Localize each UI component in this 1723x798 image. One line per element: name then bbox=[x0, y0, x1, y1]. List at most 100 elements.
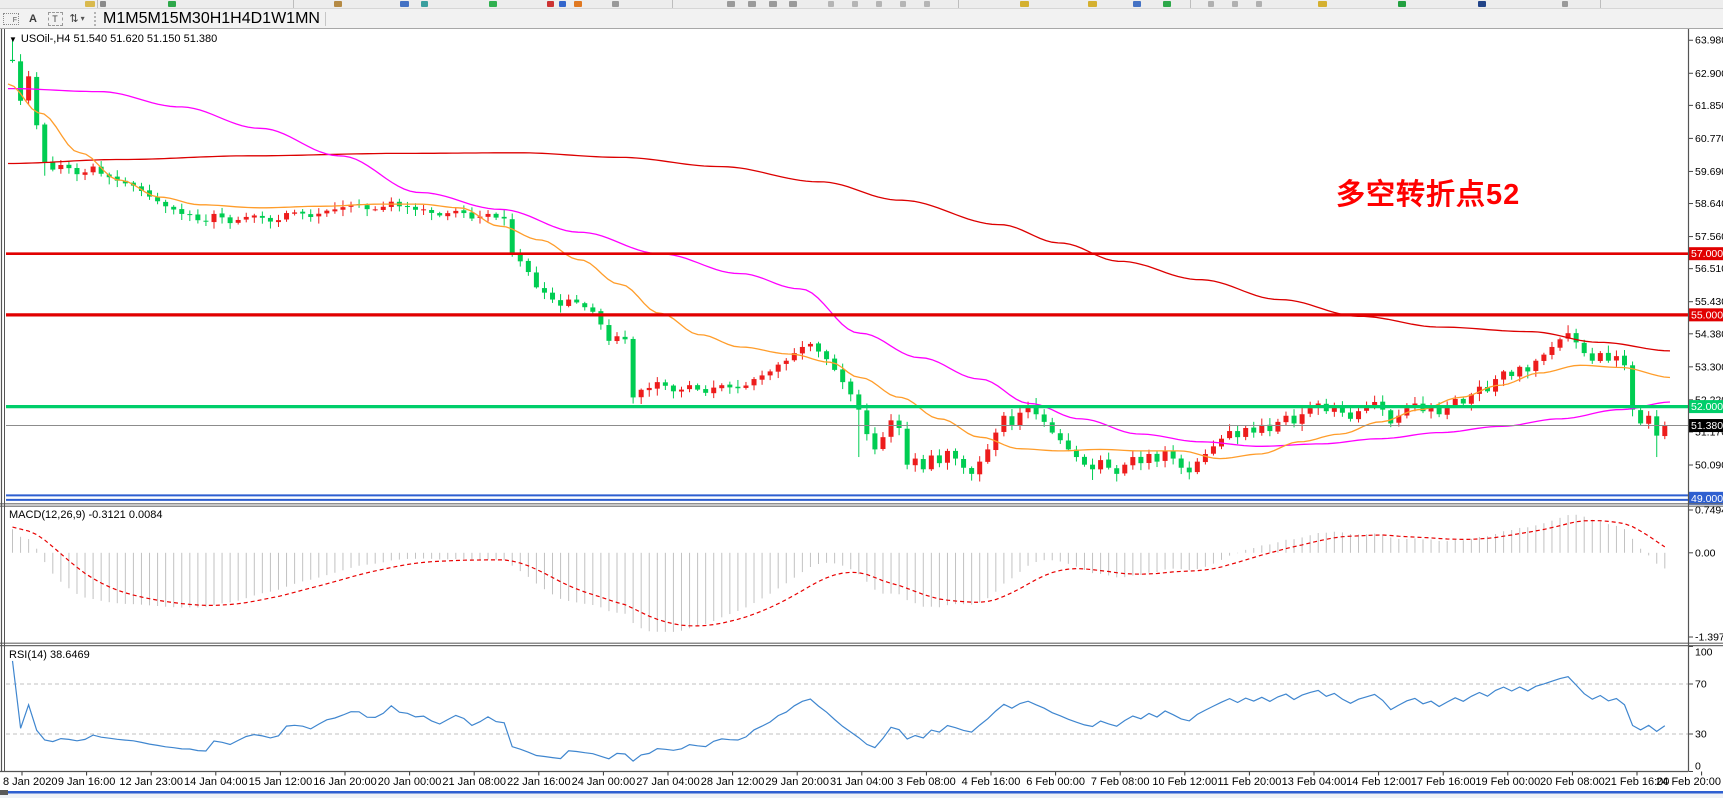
toolbar-icon-fragment[interactable] bbox=[1478, 1, 1486, 7]
price-line-label: 52.000 bbox=[1689, 400, 1723, 414]
toolbar-icon-fragment[interactable] bbox=[1562, 1, 1568, 7]
toolbar-icon-fragment[interactable] bbox=[1232, 1, 1238, 7]
ma-mid-magenta bbox=[8, 87, 1671, 447]
svg-text:0: 0 bbox=[1695, 761, 1701, 773]
toolbar-icon-fragment[interactable] bbox=[769, 1, 777, 7]
timeframe-button-m30[interactable]: M30 bbox=[178, 9, 210, 27]
rsi-indicator-label: RSI(14) 38.6469 bbox=[9, 649, 90, 661]
text-box-tool-button[interactable]: T bbox=[45, 11, 65, 27]
toolbar-icon-fragment[interactable] bbox=[100, 1, 106, 7]
svg-text:11 Feb 20:00: 11 Feb 20:00 bbox=[1217, 776, 1281, 788]
svg-text:21 Jan 08:00: 21 Jan 08:00 bbox=[442, 776, 506, 788]
toolbar-icon-fragment[interactable] bbox=[1318, 1, 1327, 7]
price-line-label: 49.000 bbox=[1689, 491, 1723, 505]
grid-snap-tool-button[interactable]: F bbox=[1, 11, 21, 27]
ma-fast-orange bbox=[7, 83, 1671, 460]
toolbar-drag-handle[interactable] bbox=[94, 11, 99, 26]
svg-text:63.980: 63.980 bbox=[1695, 35, 1723, 47]
toolbar-icon-fragment[interactable] bbox=[559, 1, 566, 7]
svg-text:52.000: 52.000 bbox=[1691, 401, 1723, 413]
toolbar-icon-fragment[interactable] bbox=[489, 1, 497, 7]
toolbar-icon-fragment[interactable] bbox=[876, 1, 882, 7]
toolbar-icon-fragment[interactable] bbox=[400, 1, 409, 7]
toolbar-icon-fragment[interactable] bbox=[828, 1, 834, 7]
svg-text:24 Feb 20:00: 24 Feb 20:00 bbox=[1656, 776, 1721, 788]
svg-text:51.380: 51.380 bbox=[1691, 420, 1723, 432]
toolbar-icon-fragment[interactable] bbox=[900, 1, 906, 7]
window-resize-corner bbox=[0, 790, 8, 795]
svg-text:54.380: 54.380 bbox=[1695, 328, 1723, 340]
window-icons-strip[interactable] bbox=[0, 0, 1723, 9]
timeframe-button-m15[interactable]: M15 bbox=[147, 9, 179, 27]
toolbar-icon-fragment[interactable] bbox=[1398, 1, 1406, 7]
chart-toolbar: F A T ⇅ ▾ M1 M5 M15 M30 H1 H4 D1 W1 MN bbox=[0, 9, 1723, 29]
toolbar-icon-fragment[interactable] bbox=[727, 1, 735, 7]
toolbar-icon-fragment[interactable] bbox=[421, 1, 428, 7]
svg-text:24 Jan 00:00: 24 Jan 00:00 bbox=[572, 776, 636, 788]
svg-text:53.300: 53.300 bbox=[1695, 361, 1723, 373]
chinese-annotation-text[interactable]: 多空转折点52 bbox=[1336, 179, 1521, 211]
svg-text:61.850: 61.850 bbox=[1695, 100, 1723, 112]
timeframe-button-m1[interactable]: M1 bbox=[103, 9, 126, 27]
price-axis[interactable] bbox=[1689, 29, 1723, 771]
svg-text:16 Jan 20:00: 16 Jan 20:00 bbox=[313, 776, 377, 788]
svg-text:6 Feb 00:00: 6 Feb 00:00 bbox=[1026, 776, 1085, 788]
toolbar-icon-fragment[interactable] bbox=[1163, 1, 1171, 7]
chevron-down-icon[interactable]: ▾ bbox=[80, 14, 85, 23]
candles-layer bbox=[10, 40, 1668, 482]
horizontal-lines-layer bbox=[6, 252, 1688, 501]
toolbar-icon-fragment[interactable] bbox=[85, 1, 95, 7]
timeframe-button-d1[interactable]: D1 bbox=[250, 9, 272, 27]
svg-text:9 Jan 16:00: 9 Jan 16:00 bbox=[58, 776, 116, 788]
svg-text:57.000: 57.000 bbox=[1691, 248, 1723, 260]
toolbar-icon-fragment[interactable] bbox=[1256, 1, 1262, 7]
symbol-dropdown-icon[interactable]: ▼ bbox=[9, 34, 17, 44]
symbol-ohlc-label[interactable]: ▼ USOil-,H4 51.540 51.620 51.150 51.380 bbox=[9, 33, 217, 45]
svg-text:56.510: 56.510 bbox=[1695, 263, 1723, 275]
symbol-ohlc-text: USOil-,H4 51.540 51.620 51.150 51.380 bbox=[20, 33, 218, 45]
toolbar-icon-fragment[interactable] bbox=[1020, 1, 1029, 7]
toolbar-icon-fragment[interactable] bbox=[748, 1, 756, 7]
toolbar-icon-fragment[interactable] bbox=[574, 1, 582, 7]
svg-text:28 Jan 12:00: 28 Jan 12:00 bbox=[701, 776, 765, 788]
svg-text:-1.3973: -1.3973 bbox=[1695, 632, 1723, 644]
svg-text:62.900: 62.900 bbox=[1695, 68, 1723, 80]
svg-text:55.430: 55.430 bbox=[1695, 296, 1723, 308]
toolbar-group-separator bbox=[672, 0, 673, 8]
toolbar-icon-fragment[interactable] bbox=[1208, 1, 1214, 7]
macd-signal-line bbox=[12, 519, 1666, 627]
toolbar-icon-fragment[interactable] bbox=[1133, 1, 1141, 7]
toolbar-icon-fragment[interactable] bbox=[1088, 1, 1097, 7]
svg-text:19 Feb 00:00: 19 Feb 00:00 bbox=[1475, 776, 1540, 788]
toolbar-group-separator bbox=[1190, 0, 1191, 8]
arrows-draw-tool-button[interactable]: ⇅ ▾ bbox=[67, 11, 87, 27]
timeframe-button-h1[interactable]: H1 bbox=[209, 9, 231, 27]
toolbar-icon-fragment[interactable] bbox=[612, 1, 619, 7]
svg-text:27 Jan 04:00: 27 Jan 04:00 bbox=[636, 776, 700, 788]
toolbar-icon-fragment[interactable] bbox=[789, 1, 797, 7]
rsi-line bbox=[11, 660, 1666, 762]
time-axis[interactable] bbox=[0, 772, 1689, 791]
svg-text:31 Jan 04:00: 31 Jan 04:00 bbox=[830, 776, 894, 788]
svg-text:100: 100 bbox=[1695, 647, 1713, 659]
price-line-label: 57.000 bbox=[1689, 247, 1723, 261]
toolbar-icon-fragment[interactable] bbox=[852, 1, 858, 7]
toolbar-group-separator bbox=[958, 0, 959, 8]
timeframe-button-m5[interactable]: M5 bbox=[125, 9, 148, 27]
timeframe-button-w1[interactable]: W1 bbox=[271, 9, 296, 27]
toolbar-icon-fragment[interactable] bbox=[334, 1, 342, 7]
time-axis-labels: 8 Jan 2020 9 Jan 16:00 12 Jan 23:00 14 Jan … bbox=[3, 771, 1721, 788]
text-annotation-tool-button[interactable]: A bbox=[29, 12, 37, 25]
svg-text:15 Jan 12:00: 15 Jan 12:00 bbox=[249, 776, 313, 788]
toolbar-icon-fragment[interactable] bbox=[547, 1, 554, 7]
svg-text:17 Feb 16:00: 17 Feb 16:00 bbox=[1411, 776, 1476, 788]
grid-snap-icon: F bbox=[3, 12, 19, 25]
timeframe-button-h4[interactable]: H4 bbox=[230, 9, 251, 27]
toolbar-icon-fragment[interactable] bbox=[168, 1, 176, 7]
svg-text:50.090: 50.090 bbox=[1695, 459, 1723, 471]
timeframe-button-mn[interactable]: MN bbox=[295, 9, 320, 27]
toolbar-icon-fragment[interactable] bbox=[924, 1, 930, 7]
pane-borders bbox=[0, 28, 1723, 798]
macd-histogram bbox=[12, 514, 1666, 632]
